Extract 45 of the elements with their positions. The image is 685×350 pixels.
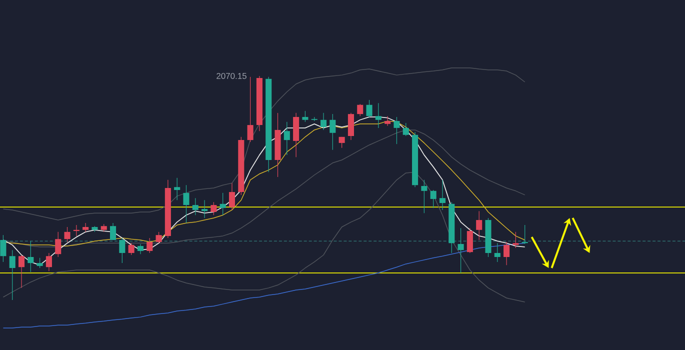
candlestick	[220, 192, 226, 216]
candlestick	[330, 114, 336, 150]
candlestick	[293, 112, 300, 158]
candlestick	[247, 76, 254, 142]
candlestick	[128, 242, 134, 256]
candlestick	[192, 198, 198, 216]
candlestick	[36, 258, 43, 268]
candlestick	[28, 240, 34, 272]
candlestick	[110, 222, 116, 240]
candlestick	[394, 116, 400, 144]
candlestick	[421, 180, 428, 214]
candlestick	[46, 252, 52, 272]
candlestick	[119, 238, 126, 264]
candlestick	[430, 190, 436, 208]
candlestick	[384, 116, 391, 126]
candlestick	[82, 222, 89, 232]
candlestick	[146, 238, 153, 254]
candlestick	[302, 110, 308, 122]
candlestick	[183, 184, 190, 224]
candlestick	[439, 180, 446, 210]
candlestick	[458, 228, 464, 274]
annotation: 2070.15	[216, 72, 246, 79]
candlestick	[504, 242, 510, 266]
candlestick	[375, 102, 382, 128]
candlestick	[55, 232, 62, 258]
candlestick	[494, 242, 500, 262]
candlestick	[512, 232, 519, 248]
candlestick	[366, 100, 372, 118]
candlestick	[64, 226, 70, 242]
candlestick	[174, 178, 180, 200]
candlestick	[357, 104, 364, 116]
candlestick	[210, 202, 217, 216]
candlestick	[476, 210, 482, 240]
candlestick	[402, 122, 409, 136]
candlestick	[284, 122, 290, 156]
candlestick	[137, 244, 144, 254]
candlestick	[466, 228, 473, 254]
candlestick	[348, 112, 354, 140]
candlestick	[9, 250, 16, 300]
candlestick	[228, 182, 236, 210]
candlestick	[156, 232, 162, 244]
candlestick	[202, 200, 208, 218]
candlestick	[18, 254, 25, 288]
candlestick	[320, 112, 327, 130]
candlestick	[0, 234, 6, 262]
